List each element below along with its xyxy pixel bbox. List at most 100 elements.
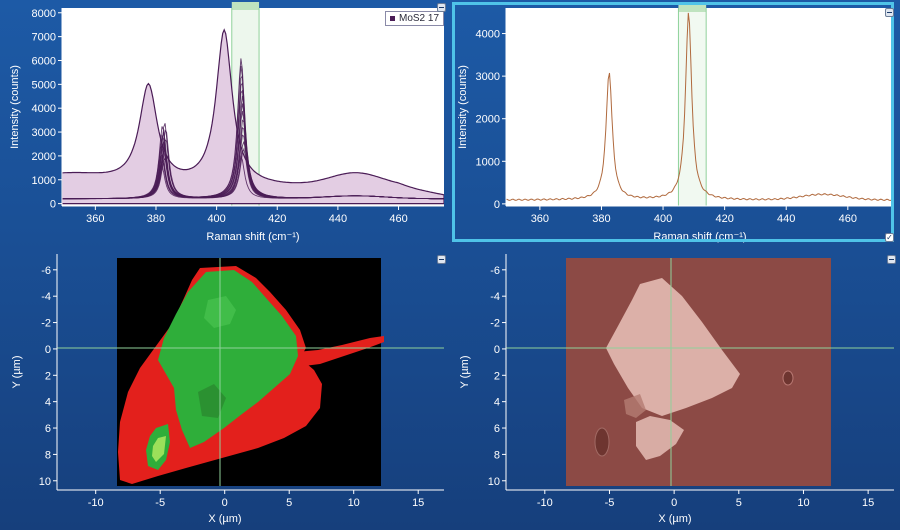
- x-tick-label: 440: [777, 213, 795, 225]
- x-tick-label: 360: [86, 213, 104, 225]
- spectrum-line: [505, 12, 894, 202]
- y-tick-label: 3000: [476, 71, 500, 83]
- particle-left: [594, 427, 610, 457]
- y-tick-label: 8: [45, 449, 51, 461]
- x-tick-label: 360: [531, 213, 549, 225]
- x-ticks: 360 380 400 420 440 460: [531, 206, 857, 225]
- highlight-handle[interactable]: [231, 2, 260, 10]
- raman-map-plot[interactable]: -10 -5 0 5 10 15 -6 -4 -2 0 2 4 6 8 10 X (µm) Y (µm): [0, 252, 450, 530]
- y-tick-label: 1000: [32, 175, 56, 187]
- y-tick-label: -4: [490, 291, 500, 303]
- y-tick-label: 0: [494, 199, 500, 211]
- x-axis-label: Raman shift (cm⁻¹): [206, 231, 299, 243]
- spectrum-panel-right[interactable]: 360 380 400 420 440 460 0 1000 2000 3000 4000 Ram…: [450, 0, 900, 250]
- bright-green-spot: [152, 436, 166, 462]
- y-ticks: -6 -4 -2 0 2 4 6 8 10: [39, 265, 57, 488]
- spectra-series: [62, 28, 444, 205]
- legend[interactable]: MoS2 17: [385, 11, 445, 26]
- x-tick-label: 440: [329, 213, 347, 225]
- y-tick-label: 6: [45, 423, 51, 435]
- spectrum-envelope: [62, 28, 444, 205]
- x-tick-label: 15: [412, 497, 424, 509]
- y-tick-label: -6: [41, 265, 51, 277]
- minimize-icon[interactable]: [437, 3, 446, 12]
- y-tick-label: 3000: [32, 127, 56, 139]
- flake-lower: [636, 416, 684, 460]
- red-ribbon: [296, 336, 384, 366]
- y-ticks: 0 1000 2000 3000 4000 5000 6000 7000 8000: [32, 8, 62, 211]
- x-tick-label: 10: [348, 497, 360, 509]
- flake-main: [606, 278, 740, 416]
- y-tick-label: 2000: [32, 151, 56, 163]
- y-tick-label: 0: [50, 199, 56, 211]
- y-tick-label: -6: [490, 265, 500, 277]
- optical-image-plot[interactable]: -10 -5 0 5 10 15 -6 -4 -2 0 2 4 6 8 10 X (µm) Y (µm): [450, 252, 900, 530]
- legend-swatch: [390, 15, 395, 21]
- y-tick-label: 5000: [32, 79, 56, 91]
- x-tick-label: -5: [155, 497, 165, 509]
- dark-green-patch: [198, 384, 226, 418]
- y-tick-label: -2: [41, 318, 51, 330]
- y-tick-label: 4000: [476, 29, 500, 41]
- x-tick-label: 460: [389, 213, 407, 225]
- minimize-icon[interactable]: [437, 255, 446, 264]
- raman-map-panel[interactable]: -10 -5 0 5 10 15 -6 -4 -2 0 2 4 6 8 10 X (µm) Y (µm): [0, 252, 450, 530]
- x-axis-label: X (µm): [208, 513, 241, 525]
- y-tick-label: 8: [494, 449, 500, 461]
- green-region: [158, 270, 298, 448]
- spectrum-panel-left[interactable]: 360 380 400 420 440 460 0 1000 2000 3000 4000 5000…: [0, 0, 450, 250]
- x-tick-label: -10: [537, 497, 553, 509]
- optical-image-panel[interactable]: -10 -5 0 5 10 15 -6 -4 -2 0 2 4 6 8 10 X (µm) Y (µm): [450, 252, 900, 530]
- spectrum-plot-left[interactable]: 360 380 400 420 440 460 0 1000 2000 3000 4000 5000…: [0, 0, 450, 250]
- optical-features: [594, 278, 794, 460]
- x-ticks: 360 380 400 420 440 460: [86, 206, 408, 225]
- spectrum-plot-right[interactable]: 360 380 400 420 440 460 0 1000 2000 3000 4000 Ram…: [450, 0, 900, 250]
- y-tick-label: -2: [490, 318, 500, 330]
- y-tick-label: -4: [41, 291, 51, 303]
- x-tick-label: 380: [592, 213, 610, 225]
- x-tick-label: 400: [654, 213, 672, 225]
- y-axis-label: Intensity (counts): [9, 65, 21, 149]
- particle-right: [782, 370, 794, 386]
- y-axis-label: Y (µm): [11, 355, 23, 388]
- x-tick-label: 5: [736, 497, 742, 509]
- y-tick-label: 10: [39, 476, 51, 488]
- x-tick-label: 0: [222, 497, 228, 509]
- y-ticks: 0 1000 2000 3000 4000: [476, 29, 506, 211]
- x-ticks: -10 -5 0 5 10 15: [88, 490, 424, 509]
- y-axis-label: Y (µm): [459, 355, 471, 388]
- y-tick-label: 2: [494, 370, 500, 382]
- spectrum-line: [62, 134, 444, 200]
- y-ticks: -6 -4 -2 0 2 4 6 8 10: [488, 265, 506, 488]
- y-tick-label: 2000: [476, 114, 500, 126]
- x-tick-label: -5: [605, 497, 615, 509]
- x-tick-label: 10: [797, 497, 809, 509]
- x-tick-label: 15: [862, 497, 874, 509]
- highlight-handle[interactable]: [678, 4, 707, 12]
- minimize-icon[interactable]: [885, 8, 894, 17]
- minimize-icon[interactable]: [887, 255, 896, 264]
- x-tick-label: 0: [671, 497, 677, 509]
- y-axis-label: Intensity (counts): [457, 65, 469, 149]
- spectrum-series: [505, 12, 894, 202]
- legend-label: MoS2 17: [399, 13, 440, 24]
- y-tick-label: 0: [494, 344, 500, 356]
- x-tick-label: 420: [715, 213, 733, 225]
- y-tick-label: 10: [488, 476, 500, 488]
- checkbox-checked-icon[interactable]: ✓: [885, 233, 894, 242]
- y-tick-label: 6: [494, 423, 500, 435]
- x-tick-label: -10: [88, 497, 104, 509]
- x-axis-label: X (µm): [658, 513, 691, 525]
- y-tick-label: 0: [45, 344, 51, 356]
- x-tick-label: 5: [286, 497, 292, 509]
- y-tick-label: 8000: [32, 8, 56, 20]
- y-tick-label: 6000: [32, 55, 56, 67]
- x-ticks: -10 -5 0 5 10 15: [537, 490, 874, 509]
- x-tick-label: 400: [207, 213, 225, 225]
- y-tick-label: 4: [494, 397, 500, 409]
- y-tick-label: 4: [45, 397, 51, 409]
- y-tick-label: 4000: [32, 103, 56, 115]
- x-axis-label: Raman shift (cm⁻¹): [653, 231, 746, 243]
- x-tick-label: 380: [147, 213, 165, 225]
- y-tick-label: 7000: [32, 32, 56, 44]
